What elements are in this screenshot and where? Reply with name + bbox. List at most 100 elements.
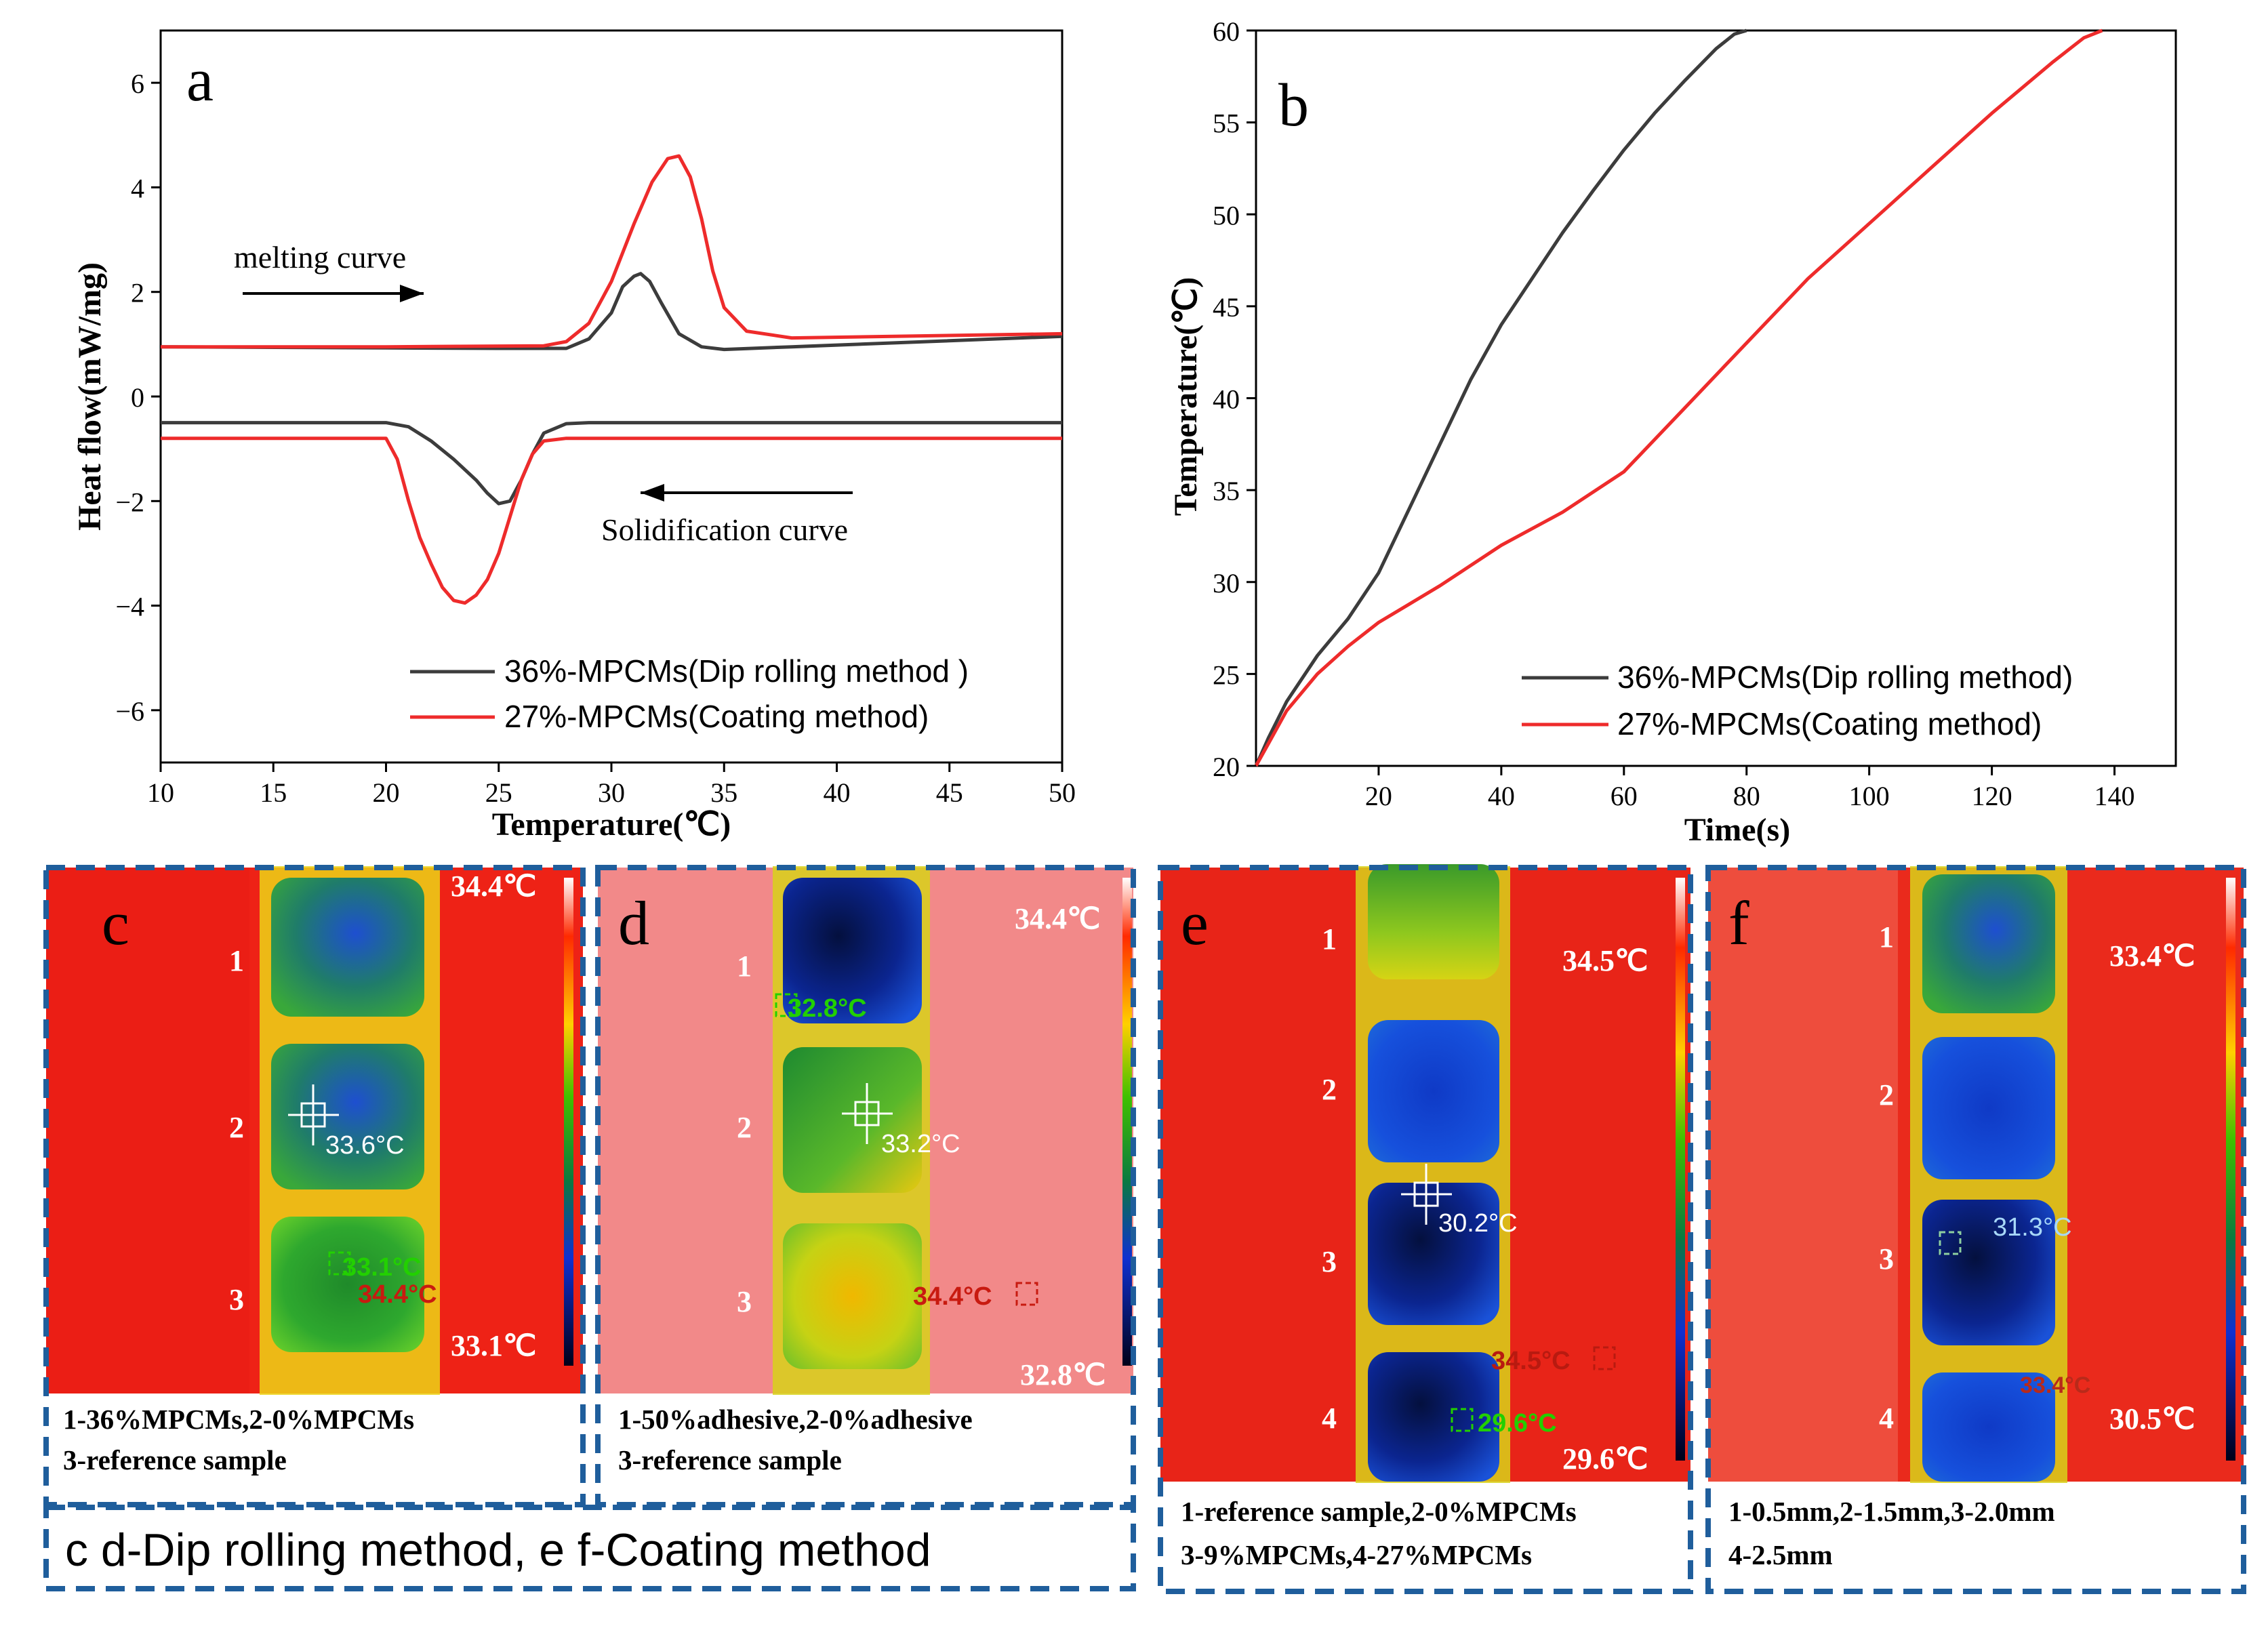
- y-axis-label: Temperature(℃): [1168, 277, 1204, 516]
- panel-letter: f: [1728, 889, 1749, 958]
- spot-readout-1: 32.8°C: [788, 994, 867, 1023]
- caption-line-2: 3-9%MPCMs,4-27%MPCMs: [1181, 1539, 1532, 1570]
- y-tick-label: 6: [131, 68, 144, 99]
- plot-frame: [159, 29, 1064, 764]
- y-tick-label: 40: [1213, 384, 1240, 415]
- melting-arrow-head: [400, 285, 424, 302]
- y-ticks: 20 25 30 35 40 45 50 55 60: [1213, 16, 1256, 782]
- spot-readout-3: 34.4°C: [913, 1282, 992, 1311]
- legend-label-coat: 27%-MPCMs(Coating method): [1617, 706, 2042, 741]
- sample-square-2: [783, 1047, 922, 1193]
- sample-square-3: [1922, 1200, 2055, 1345]
- y-tick-label: −2: [115, 487, 144, 517]
- temp-min-label: 33.1℃: [451, 1329, 536, 1362]
- sample-square-1: [1922, 874, 2055, 1013]
- spot-box-icon: [1593, 1346, 1616, 1370]
- sample-number-1: 1: [229, 944, 244, 977]
- sample-square-1: [1368, 864, 1499, 979]
- x-tick-label: 20: [1365, 781, 1392, 811]
- sample-square-2: [1922, 1037, 2055, 1179]
- legend: 36%-MPCMs(Dip rolling method) 27%-MPCMs(…: [1522, 659, 2073, 741]
- legend-label-dip: 36%-MPCMs(Dip rolling method): [1617, 659, 2073, 695]
- sample-number-3: 3: [1879, 1242, 1894, 1276]
- spot-readout-4: 34.4°C: [358, 1280, 437, 1309]
- sample-square-1: [783, 878, 922, 1023]
- spot-box-icon: [1939, 1231, 1962, 1255]
- x-tick-label: 40: [824, 777, 851, 808]
- spot-readout-2: 34.5°C: [1491, 1347, 1571, 1375]
- series-line-3: [161, 436, 1062, 605]
- solidification-arrow-head: [641, 484, 664, 502]
- series-lines: [1254, 28, 2103, 767]
- crosshair-icon: [1401, 1164, 1452, 1225]
- color-scale-bar: [564, 878, 573, 1366]
- spot-box-icon: [1451, 1408, 1474, 1432]
- x-tick-label: 140: [2094, 781, 2135, 811]
- legend-label-dip: 36%-MPCMs(Dip rolling method ): [504, 653, 969, 689]
- temp-min-label: 32.8℃: [1020, 1358, 1106, 1391]
- temp-min-label: 30.5℃: [2109, 1402, 2195, 1436]
- series-line-1: [1254, 28, 2103, 767]
- temp-min-label: 29.6℃: [1562, 1442, 1648, 1476]
- spot-readout-3: 31.3°C: [1993, 1213, 2072, 1242]
- y-tick-label: 4: [131, 173, 144, 203]
- y-tick-label: 20: [1213, 752, 1240, 782]
- method-frame: [43, 1505, 1136, 1591]
- y-tick-label: 55: [1213, 108, 1240, 139]
- sample-square-3: [271, 1217, 424, 1352]
- spot-readout-3: 33.1°C: [342, 1253, 422, 1282]
- sample-square-4: [1368, 1352, 1499, 1482]
- sample-number-2: 2: [1879, 1078, 1894, 1112]
- y-tick-label: 60: [1213, 16, 1240, 47]
- x-tick-label: 40: [1488, 781, 1515, 811]
- y-ticks: −6 −4 −2 0 2 4 6: [115, 68, 161, 727]
- x-tick-label: 120: [1972, 781, 2012, 811]
- spot-readout-2: 33.2°C: [881, 1130, 960, 1158]
- series-lines: [160, 154, 1063, 605]
- thermal-panel-f: f 33.4℃ 30.5℃ 1 2 3 4 31.3°C 33.4°C 1-0.…: [1705, 865, 2246, 1594]
- series-line-2: [161, 154, 1063, 349]
- y-tick-label: 30: [1213, 568, 1240, 598]
- panel-b-chart: b 20 40 60 80 100 120 140 20 25 30 35 40 45 50 55 60 T…: [1168, 16, 2177, 848]
- panel-letter: a: [186, 47, 214, 114]
- series-line-0: [160, 272, 1063, 352]
- x-tick-label: 35: [710, 777, 737, 808]
- panel-a-chart: a 10 15 20 25 30 35 40 45 50 −6 −4 −2 0 2 4 6 Temperat…: [72, 29, 1076, 842]
- solidification-annotation: Solidification curve: [601, 512, 848, 547]
- panel-letter: d: [618, 889, 649, 958]
- color-scale-bar: [2226, 878, 2235, 1461]
- thermal-panel-c: c 34.4℃ 33.1℃ 1 2 3 33.6°C 33.1°C 34.4°C…: [43, 865, 586, 1507]
- series-line-0: [1254, 28, 1747, 767]
- y-tick-label: 35: [1213, 476, 1240, 506]
- sample-number-4: 4: [1322, 1402, 1337, 1435]
- caption-line-1: 1-reference sample,2-0%MPCMs: [1181, 1496, 1577, 1527]
- caption-line-2: 3-reference sample: [618, 1444, 842, 1476]
- panel-letter: b: [1278, 72, 1309, 139]
- x-tick-label: 20: [373, 777, 400, 808]
- y-tick-label: −6: [115, 696, 144, 727]
- thermal-shade: [46, 868, 249, 1393]
- x-axis-label: Temperature(℃): [492, 807, 731, 842]
- x-ticks: 20 40 60 80 100 120 140: [1365, 766, 2135, 811]
- caption-line-1: 1-36%MPCMs,2-0%MPCMs: [63, 1404, 414, 1435]
- sample-number-2: 2: [1322, 1073, 1337, 1106]
- caption-line-1: 1-0.5mm,2-1.5mm,3-2.0mm: [1728, 1496, 2055, 1527]
- spot-box-icon: [1015, 1282, 1038, 1306]
- thermal-panel-e: e 34.5℃ 29.6℃ 1 2 3 4 30.2°C 34.5°C 29.6…: [1158, 864, 1693, 1594]
- temp-max-label: 34.4℃: [1015, 902, 1100, 935]
- series-line-1: [161, 421, 1062, 506]
- caption-line-1: 1-50%adhesive,2-0%adhesive: [618, 1404, 973, 1435]
- color-scale-bar: [1122, 878, 1132, 1366]
- x-tick-label: 10: [147, 777, 174, 808]
- y-tick-label: −4: [115, 592, 144, 622]
- x-tick-label: 25: [485, 777, 512, 808]
- x-tick-label: 60: [1611, 781, 1638, 811]
- method-label-box: c d-Dip rolling method, e f-Coating meth…: [43, 1505, 1136, 1591]
- spot-readout-3: 30.2°C: [1438, 1209, 1518, 1238]
- method-label: c d-Dip rolling method, e f-Coating meth…: [65, 1524, 931, 1576]
- spot-box-icon: [775, 993, 798, 1017]
- x-tick-label: 80: [1733, 781, 1760, 811]
- spot-readout-4: 33.4°C: [2020, 1372, 2090, 1398]
- panel-frame: [1705, 865, 2246, 1594]
- spot-box-icon: [328, 1251, 351, 1276]
